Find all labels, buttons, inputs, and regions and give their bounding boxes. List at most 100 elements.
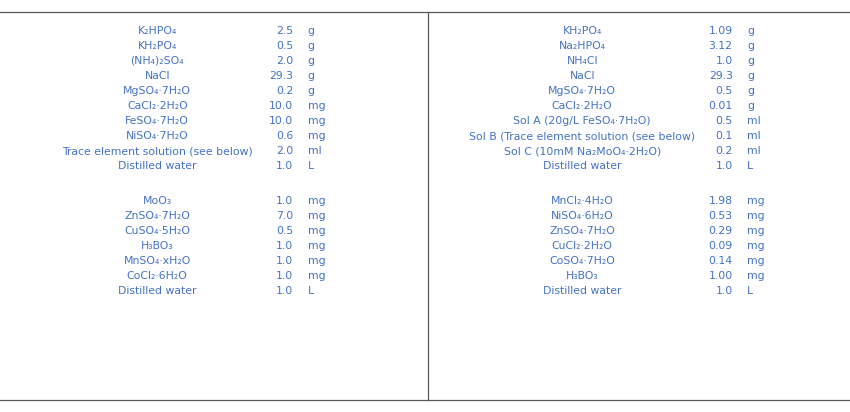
- Text: NaCl: NaCl: [144, 71, 170, 81]
- Text: 7.0: 7.0: [276, 211, 293, 221]
- Text: 29.3: 29.3: [709, 71, 733, 81]
- Text: mg: mg: [747, 196, 765, 206]
- Text: mg: mg: [308, 196, 326, 206]
- Text: ml: ml: [747, 146, 761, 156]
- Text: L: L: [747, 161, 753, 171]
- Text: 0.6: 0.6: [276, 131, 293, 141]
- Text: CaCl₂·2H₂O: CaCl₂·2H₂O: [552, 101, 613, 111]
- Text: Sol B (Trace element solution (see below): Sol B (Trace element solution (see below…: [469, 131, 695, 141]
- Text: MnCl₂·4H₂O: MnCl₂·4H₂O: [551, 196, 614, 206]
- Text: 1.0: 1.0: [276, 256, 293, 266]
- Text: Distilled water: Distilled water: [543, 161, 621, 171]
- Text: 1.98: 1.98: [709, 196, 733, 206]
- Text: mg: mg: [308, 256, 326, 266]
- Text: MoO₃: MoO₃: [143, 196, 172, 206]
- Text: ZnSO₄·7H₂O: ZnSO₄·7H₂O: [124, 211, 190, 221]
- Text: NH₄Cl: NH₄Cl: [566, 56, 598, 66]
- Text: Distilled water: Distilled water: [118, 161, 196, 171]
- Text: g: g: [747, 26, 754, 36]
- Text: 0.1: 0.1: [716, 131, 733, 141]
- Text: 3.12: 3.12: [709, 41, 733, 51]
- Text: mg: mg: [308, 131, 326, 141]
- Text: MnSO₄·xH₂O: MnSO₄·xH₂O: [123, 256, 191, 266]
- Text: mg: mg: [747, 211, 765, 221]
- Text: mg: mg: [308, 101, 326, 111]
- Text: K₂HPO₄: K₂HPO₄: [138, 26, 177, 36]
- Text: 2.0: 2.0: [276, 146, 293, 156]
- Text: g: g: [308, 71, 314, 81]
- Text: MgSO₄·7H₂O: MgSO₄·7H₂O: [123, 86, 191, 96]
- Text: L: L: [747, 286, 753, 296]
- Text: MgSO₄·7H₂O: MgSO₄·7H₂O: [548, 86, 616, 96]
- Text: CaCl₂·2H₂O: CaCl₂·2H₂O: [127, 101, 188, 111]
- Text: CoCl₂·6H₂O: CoCl₂·6H₂O: [127, 271, 188, 281]
- Text: CuCl₂·2H₂O: CuCl₂·2H₂O: [552, 241, 613, 251]
- Text: H₃BO₃: H₃BO₃: [566, 271, 598, 281]
- Text: ml: ml: [747, 116, 761, 126]
- Text: NiSO₄·7H₂O: NiSO₄·7H₂O: [126, 131, 189, 141]
- Text: mg: mg: [747, 226, 765, 236]
- Text: g: g: [747, 101, 754, 111]
- Text: 1.0: 1.0: [276, 161, 293, 171]
- Text: 0.2: 0.2: [716, 146, 733, 156]
- Text: mg: mg: [747, 271, 765, 281]
- Text: L: L: [308, 286, 314, 296]
- Text: mg: mg: [308, 116, 326, 126]
- Text: 1.0: 1.0: [276, 241, 293, 251]
- Text: Distilled water: Distilled water: [543, 286, 621, 296]
- Text: 1.0: 1.0: [276, 271, 293, 281]
- Text: KH₂PO₄: KH₂PO₄: [138, 41, 177, 51]
- Text: ml: ml: [747, 131, 761, 141]
- Text: L: L: [308, 161, 314, 171]
- Text: 0.5: 0.5: [716, 116, 733, 126]
- Text: CuSO₄·5H₂O: CuSO₄·5H₂O: [124, 226, 190, 236]
- Text: 0.5: 0.5: [276, 41, 293, 51]
- Text: 0.53: 0.53: [709, 211, 733, 221]
- Text: g: g: [747, 71, 754, 81]
- Text: 0.14: 0.14: [709, 256, 733, 266]
- Text: 1.0: 1.0: [716, 56, 733, 66]
- Text: Sol C (10mM Na₂MoO₄·2H₂O): Sol C (10mM Na₂MoO₄·2H₂O): [503, 146, 661, 156]
- Text: FeSO₄·7H₂O: FeSO₄·7H₂O: [125, 116, 190, 126]
- Text: CoSO₄·7H₂O: CoSO₄·7H₂O: [549, 256, 615, 266]
- Text: 0.5: 0.5: [716, 86, 733, 96]
- Text: 2.5: 2.5: [276, 26, 293, 36]
- Text: 2.0: 2.0: [276, 56, 293, 66]
- Text: mg: mg: [747, 241, 765, 251]
- Text: g: g: [308, 86, 314, 96]
- Text: (NH₄)₂SO₄: (NH₄)₂SO₄: [130, 56, 184, 66]
- Text: g: g: [747, 56, 754, 66]
- Text: mg: mg: [308, 241, 326, 251]
- Text: KH₂PO₄: KH₂PO₄: [563, 26, 602, 36]
- Text: 1.00: 1.00: [708, 271, 733, 281]
- Text: 1.0: 1.0: [716, 161, 733, 171]
- Text: g: g: [308, 56, 314, 66]
- Text: H₃BO₃: H₃BO₃: [141, 241, 173, 251]
- Text: mg: mg: [308, 211, 326, 221]
- Text: ml: ml: [308, 146, 321, 156]
- Text: 0.29: 0.29: [709, 226, 733, 236]
- Text: mg: mg: [308, 271, 326, 281]
- Text: g: g: [308, 41, 314, 51]
- Text: ZnSO₄·7H₂O: ZnSO₄·7H₂O: [549, 226, 615, 236]
- Text: 1.0: 1.0: [276, 286, 293, 296]
- Text: Sol A (20g/L FeSO₄·7H₂O): Sol A (20g/L FeSO₄·7H₂O): [513, 116, 651, 126]
- Text: 10.0: 10.0: [269, 116, 293, 126]
- Text: mg: mg: [747, 256, 765, 266]
- Text: 0.01: 0.01: [708, 101, 733, 111]
- Text: NiSO₄·6H₂O: NiSO₄·6H₂O: [551, 211, 614, 221]
- Text: 0.5: 0.5: [276, 226, 293, 236]
- Text: 1.0: 1.0: [276, 196, 293, 206]
- Text: 0.09: 0.09: [708, 241, 733, 251]
- Text: 0.2: 0.2: [276, 86, 293, 96]
- Text: 1.09: 1.09: [709, 26, 733, 36]
- Text: 1.0: 1.0: [716, 286, 733, 296]
- Text: mg: mg: [308, 226, 326, 236]
- Text: NaCl: NaCl: [570, 71, 595, 81]
- Text: g: g: [747, 41, 754, 51]
- Text: g: g: [747, 86, 754, 96]
- Text: Distilled water: Distilled water: [118, 286, 196, 296]
- Text: 10.0: 10.0: [269, 101, 293, 111]
- Text: Trace element solution (see below): Trace element solution (see below): [62, 146, 252, 156]
- Text: Na₂HPO₄: Na₂HPO₄: [558, 41, 606, 51]
